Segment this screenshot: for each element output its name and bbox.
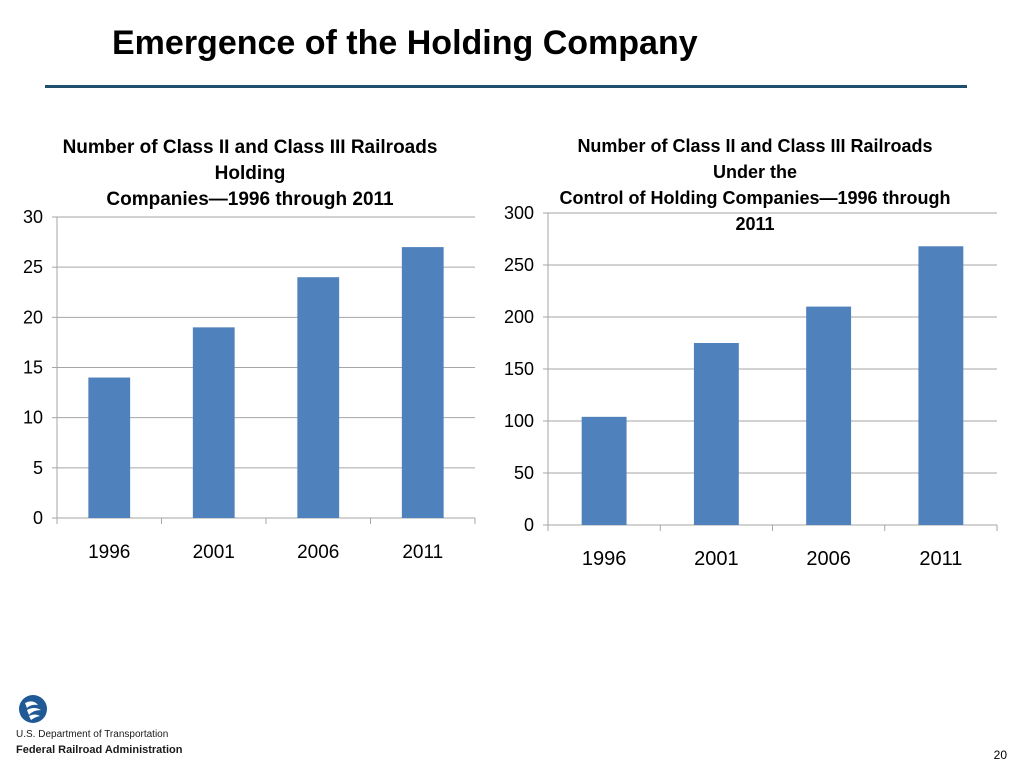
x-category-label: 2011 (402, 542, 443, 563)
bar-1996 (88, 377, 131, 518)
chart-svg: 0 50 100 150 200 250 300 1996 2001 2006 2011 (504, 203, 998, 570)
bar-1996 (581, 416, 627, 525)
chart-title: Number of Class II and Class III Railroa… (50, 135, 450, 213)
y-tick-label: 20 (23, 307, 43, 327)
footer-department: U.S. Department of Transportation (16, 729, 169, 740)
y-tick-label: 30 (23, 207, 43, 227)
dot-logo-icon (18, 694, 48, 729)
chart-railroads-controlled: Number of Class II and Class III Railroa… (495, 125, 1024, 575)
chart-title-line-1: Number of Class II and Class III Railroa… (62, 137, 438, 184)
chart-title-line-1: Number of Class II and Class III Railroa… (577, 136, 933, 182)
bar-2001 (693, 343, 739, 525)
slide-title: Emergence of the Holding Company (112, 24, 698, 62)
bar-2011 (918, 246, 964, 525)
y-tick-label: 200 (504, 307, 534, 327)
y-tick-label: 25 (23, 257, 43, 277)
y-tick-label: 10 (23, 408, 43, 428)
x-category-label: 2006 (297, 542, 339, 563)
x-category-label: 2001 (694, 548, 739, 570)
y-tick-label: 150 (504, 359, 534, 379)
footer-agency: Federal Railroad Administration (16, 744, 183, 756)
y-tick-label: 5 (33, 458, 43, 478)
x-category-label: 2001 (193, 542, 235, 563)
x-category-label: 2006 (806, 548, 851, 570)
y-tick-label: 50 (514, 463, 534, 483)
chart-svg: 0 5 10 15 20 25 30 1996 2001 2006 2011 (23, 207, 476, 563)
y-tick-label: 0 (33, 508, 43, 528)
bar-2001 (192, 327, 235, 518)
y-tick-label: 0 (524, 515, 534, 535)
chart-title-line-2: Companies—1996 through 2011 (106, 189, 394, 210)
y-tick-label: 100 (504, 411, 534, 431)
chart-title: Number of Class II and Class III Railroa… (555, 133, 955, 237)
y-tick-label: 300 (504, 203, 534, 223)
page-number: 20 (993, 748, 1007, 762)
x-category-label: 1996 (88, 542, 130, 563)
chart-title-line-2: Control of Holding Companies—1996 throug… (559, 188, 951, 234)
chart-holding-companies: Number of Class II and Class III Railroa… (0, 125, 500, 575)
x-category-label: 2011 (919, 548, 962, 570)
bar-2006 (297, 277, 340, 518)
title-divider (45, 85, 967, 88)
y-tick-label: 15 (23, 358, 43, 378)
bar-2011 (401, 247, 444, 518)
y-tick-label: 250 (504, 255, 534, 275)
x-category-label: 1996 (582, 548, 627, 570)
bar-2006 (806, 306, 852, 525)
